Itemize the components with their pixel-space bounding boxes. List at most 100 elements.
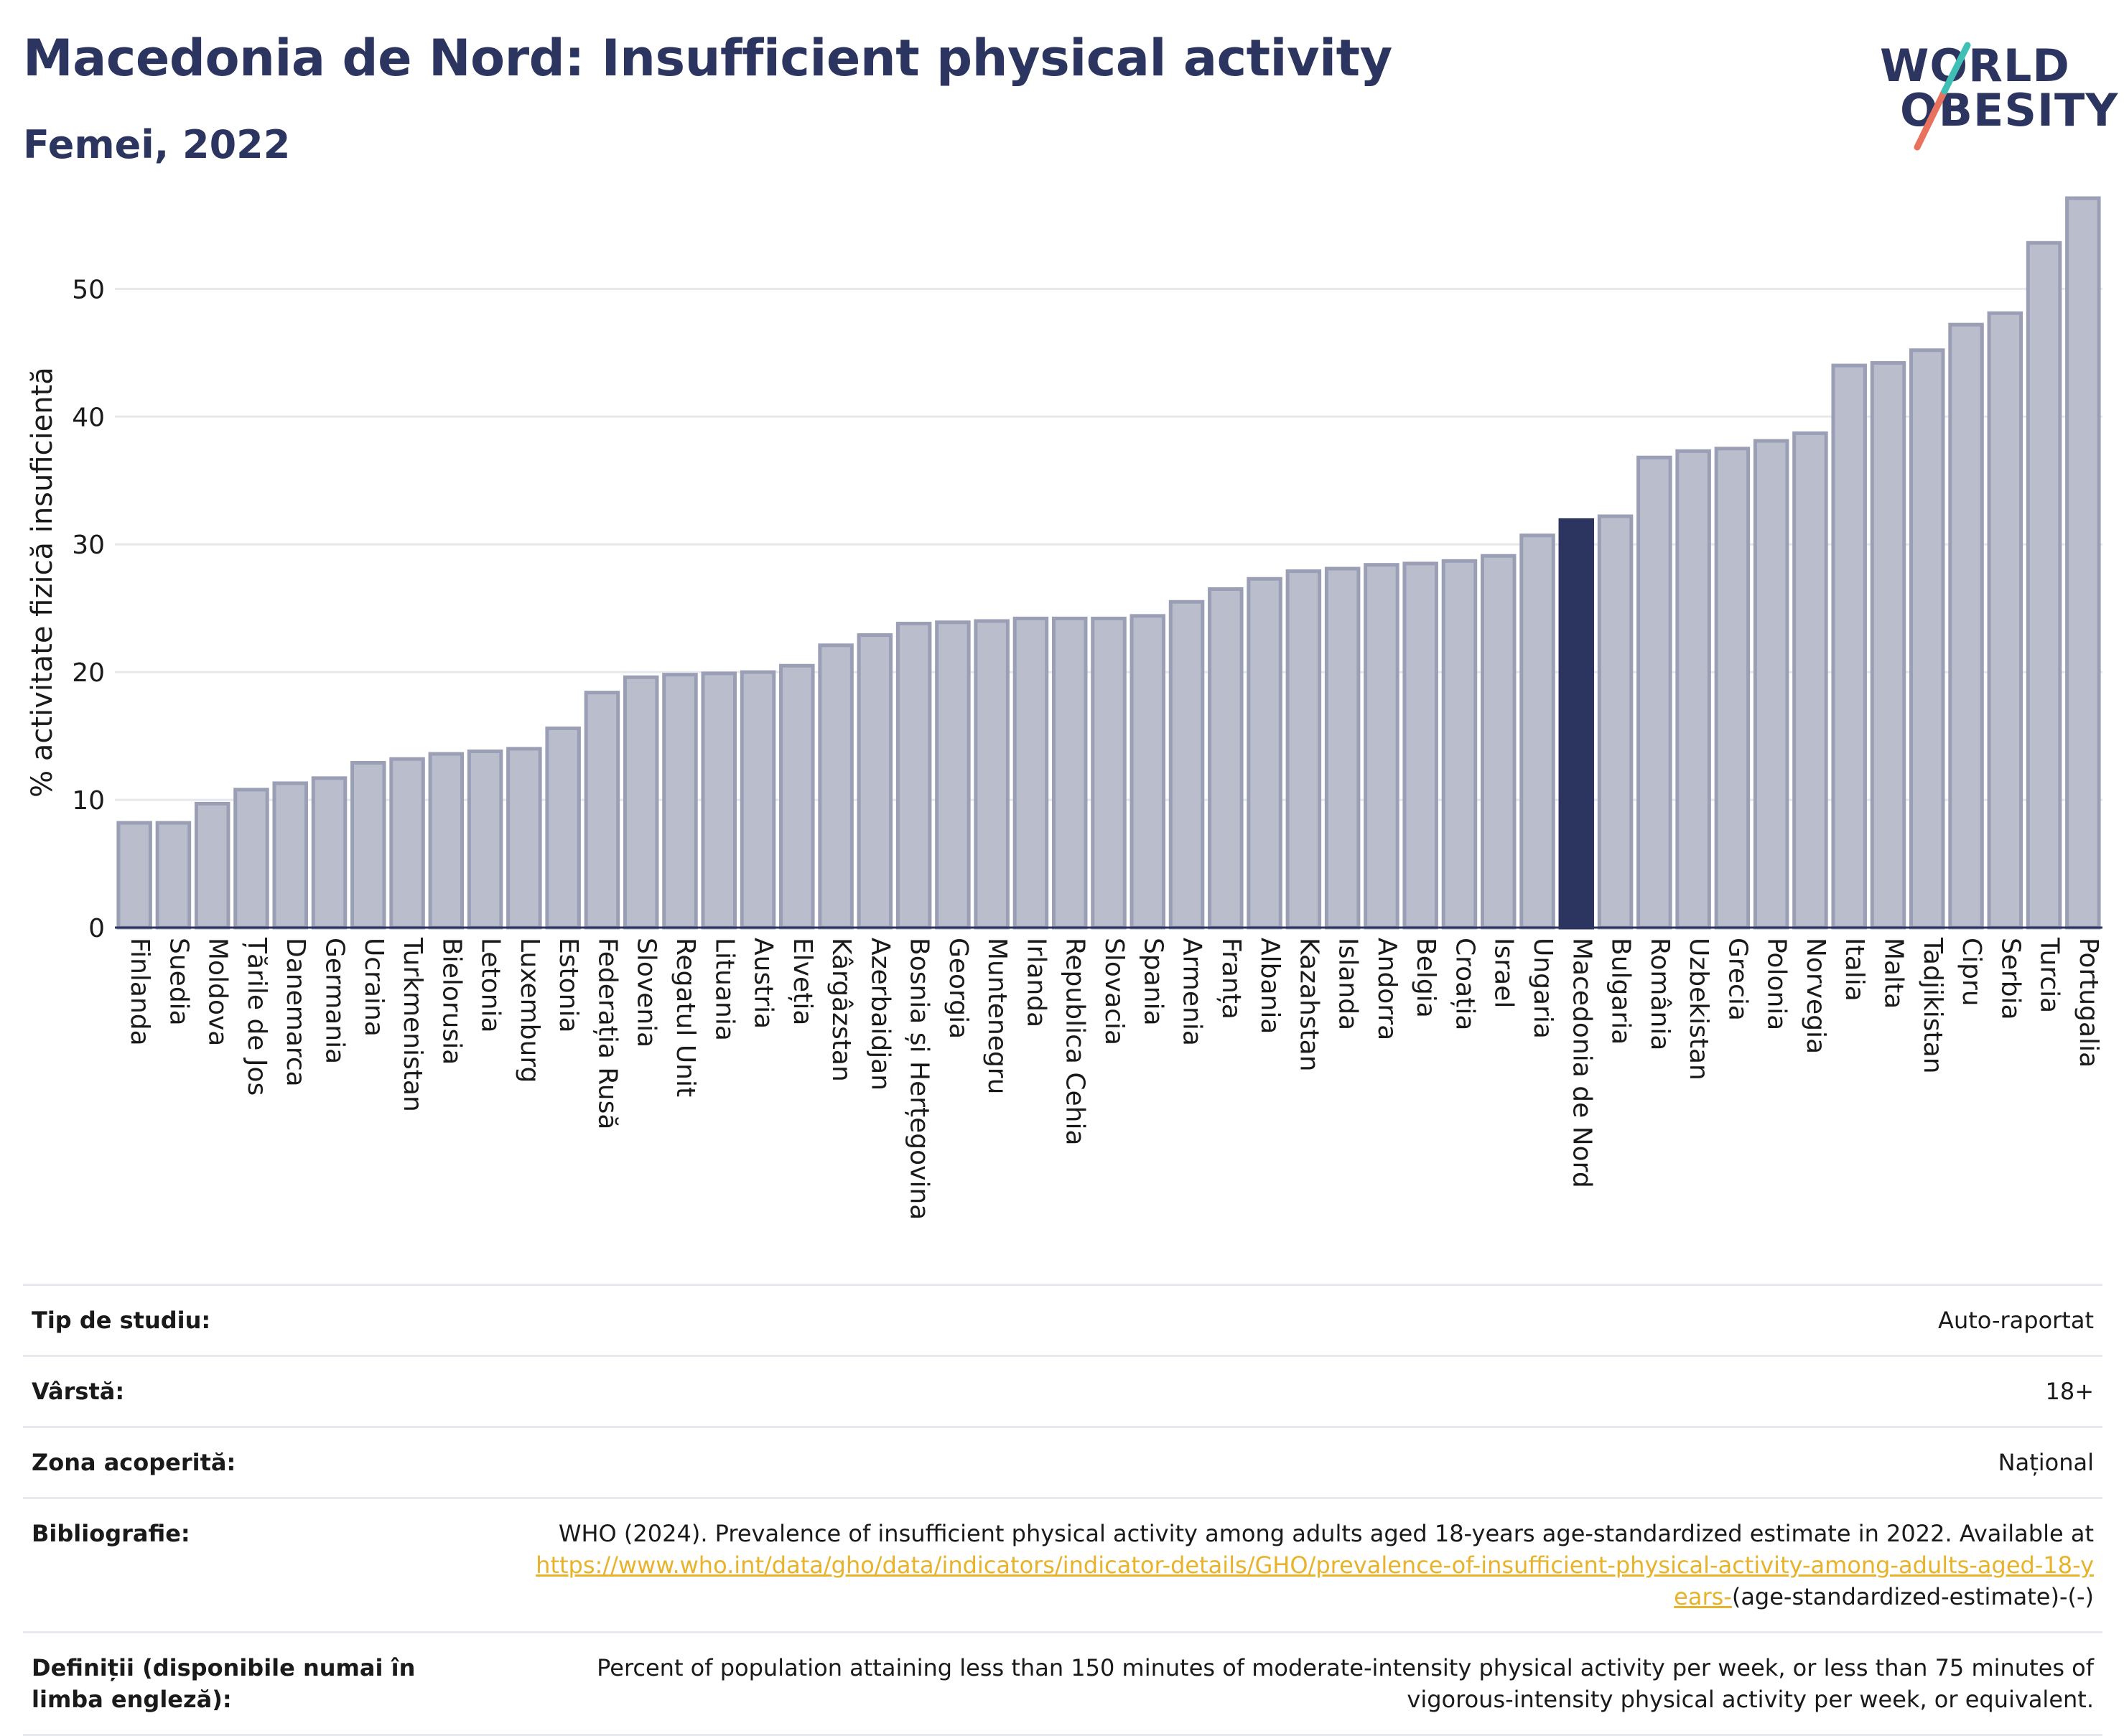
bar	[662, 673, 698, 930]
bar	[974, 619, 1010, 930]
x-tick-label: Bosnia și Herțegovina	[905, 938, 934, 1220]
bar	[857, 633, 893, 930]
y-tick-label: 10	[72, 786, 105, 816]
x-tick-label: Germania	[320, 938, 350, 1064]
bar	[428, 752, 465, 930]
x-tick-label: Bielorusia	[437, 938, 466, 1065]
x-tick-label: Țările de Jos	[242, 937, 271, 1096]
bar	[389, 757, 425, 930]
age-value: 18+	[2045, 1378, 2094, 1405]
bar	[1324, 566, 1361, 930]
x-tick-label: Suedia	[164, 938, 193, 1026]
y-axis-label: % activitate fizică insuficientă	[26, 367, 59, 798]
bar	[545, 726, 581, 930]
page-title: Macedonia de Nord: Insufficient physical…	[23, 29, 1392, 88]
x-tick-label: Turcia	[2035, 937, 2064, 1013]
bar	[740, 670, 776, 930]
x-tick-label: Ucraina	[359, 938, 388, 1037]
x-tick-label: Austria	[749, 938, 778, 1029]
info-row-definitions: Definiții (disponibile numai în limba en…	[23, 1631, 2102, 1736]
bar	[1285, 569, 1322, 930]
area-value: Național	[1998, 1449, 2094, 1476]
bibliography-suffix: (age-standardized-estimate)-(-)	[1731, 1583, 2094, 1610]
x-tick-label: Norvegia	[1801, 938, 1830, 1054]
bar	[311, 776, 348, 930]
x-tick-label: Kârgâzstan	[826, 938, 856, 1082]
bar	[1129, 614, 1166, 930]
study-type-label: Tip de studiu:	[32, 1307, 211, 1334]
y-tick-label: 0	[88, 914, 105, 943]
bar	[2065, 196, 2101, 930]
bar	[350, 760, 386, 930]
bar	[1012, 616, 1049, 930]
x-tick-label: Slovenia	[632, 938, 661, 1047]
x-tick-label: Uzbekistan	[1684, 938, 1713, 1081]
x-tick-label: Cipru	[1957, 938, 1986, 1007]
bar	[701, 671, 737, 930]
bar	[506, 747, 542, 930]
bar	[194, 801, 230, 930]
logo-line-1: WORLD	[1880, 39, 2070, 92]
bibliography-label: Bibliografie:	[32, 1520, 190, 1547]
world-obesity-logo: WORLD OBESITY	[1867, 25, 2118, 154]
x-tick-label: Islanda	[1333, 938, 1363, 1030]
x-tick-label: Andorra	[1372, 938, 1402, 1040]
info-row-age: Vârstă: 18+	[23, 1355, 2102, 1426]
x-tick-label: Finlanda	[125, 938, 154, 1046]
x-tick-label: Polonia	[1762, 938, 1792, 1030]
x-tick-label: Ungaria	[1528, 938, 1557, 1039]
bar	[1831, 363, 1867, 930]
bar	[1558, 518, 1595, 930]
x-tick-label: Danemarca	[281, 938, 310, 1087]
bar	[1909, 348, 1945, 930]
definitions-value: Percent of population attaining less tha…	[597, 1654, 2094, 1713]
y-tick-label: 20	[72, 658, 105, 688]
bar-chart: 0 10 20 30 40 50 % activitate fizică insuficie…	[26, 196, 2103, 1220]
bar	[935, 620, 971, 930]
bar	[623, 675, 659, 930]
bar	[2026, 241, 2062, 930]
bar	[1364, 563, 1399, 930]
study-type-value: Auto-raportat	[1938, 1307, 2094, 1334]
bar	[1753, 439, 1789, 930]
bar	[1168, 599, 1205, 930]
bar	[1792, 431, 1828, 930]
bar	[155, 821, 192, 930]
definitions-label: Definiții (disponibile numai în limba en…	[32, 1654, 416, 1713]
x-tick-label: Georgia	[944, 938, 973, 1039]
y-tick-label: 30	[72, 531, 105, 560]
page-subtitle: Femei, 2022	[23, 122, 291, 167]
bar	[1519, 533, 1555, 930]
info-table: Tip de studiu: Auto-raportat Vârstă: 18+…	[23, 1284, 2102, 1736]
bibliography-text: WHO (2024). Prevalence of insufficient p…	[558, 1520, 2094, 1547]
x-tick-label: Estonia	[554, 938, 583, 1033]
bibliography-link[interactable]: https://www.who.int/data/gho/data/indica…	[536, 1551, 2094, 1610]
x-tick-label: Israel	[1489, 938, 1519, 1008]
x-tick-label: Macedonia de Nord	[1567, 938, 1596, 1188]
bar	[1597, 514, 1634, 930]
y-tick-label: 50	[72, 275, 105, 304]
x-tick-label: Luxemburg	[515, 938, 544, 1083]
x-tick-label: Albania	[1255, 938, 1285, 1034]
x-tick-label: România	[1645, 938, 1674, 1050]
x-tick-label: Letonia	[476, 938, 506, 1033]
bibliography-value: WHO (2024). Prevalence of insufficient p…	[528, 1518, 2094, 1613]
area-label: Zona acoperită:	[32, 1449, 236, 1476]
age-label: Vârstă:	[32, 1378, 125, 1405]
x-tick-label: Malta	[1878, 938, 1908, 1009]
bar	[272, 781, 308, 930]
x-tick-label: Elveția	[788, 938, 817, 1025]
x-tick-label: Franța	[1216, 938, 1246, 1019]
bar	[233, 788, 269, 930]
bar	[1948, 322, 1984, 930]
x-tick-label: Kazahstan	[1294, 938, 1323, 1072]
info-row-study-type: Tip de studiu: Auto-raportat	[23, 1284, 2102, 1355]
y-tick-label: 40	[72, 403, 105, 432]
bar	[1441, 559, 1478, 930]
x-tick-label: Armenia	[1178, 938, 1207, 1046]
x-tick-label: Azerbaidjan	[865, 938, 895, 1091]
bar	[1402, 561, 1438, 930]
bar	[1208, 587, 1244, 930]
bar	[1987, 311, 2023, 930]
x-tick-label: Grecia	[1723, 938, 1752, 1021]
